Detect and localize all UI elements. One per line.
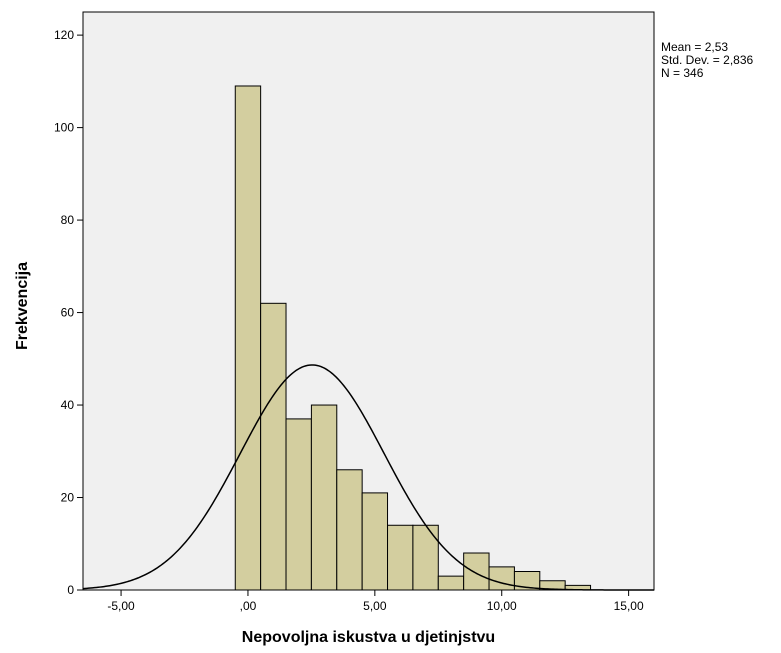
stats-box: Mean = 2,53 Std. Dev. = 2,836 N = 346 (661, 40, 753, 80)
y-tick-label: 40 (61, 398, 75, 412)
histogram-bar (488, 566, 515, 591)
y-axis: 0 20 40 60 80 100 120 (54, 28, 83, 597)
histogram-bar (310, 404, 338, 591)
y-tick-label: 120 (54, 28, 74, 42)
x-tick-label: -5,00 (107, 599, 135, 613)
y-tick-label: 20 (61, 491, 75, 505)
histogram-bar (412, 524, 439, 591)
stats-std-dev: Std. Dev. = 2,836 (661, 53, 753, 67)
x-tick-label: 5,00 (363, 599, 387, 613)
y-tick-label: 0 (67, 583, 74, 597)
x-tick-label: 15,00 (614, 599, 644, 613)
y-tick-label: 60 (61, 306, 75, 320)
y-axis-title: Frekvencija (14, 262, 31, 350)
x-tick-label: ,00 (240, 599, 257, 613)
y-tick-label: 100 (54, 121, 74, 135)
normal-curve (82, 364, 654, 591)
histogram-bar (234, 85, 262, 591)
stats-mean: Mean = 2,53 (661, 40, 728, 54)
histogram-bar (336, 469, 363, 591)
histogram-bar (260, 302, 287, 591)
plot-frame (82, 11, 655, 591)
x-axis-title: Nepovoljna iskustva u djetinjstvu (242, 629, 495, 646)
histogram-bar (463, 552, 490, 591)
x-tick-label: 10,00 (487, 599, 517, 613)
histogram-bar (387, 524, 414, 591)
y-tick-label: 80 (61, 213, 75, 227)
histogram-bars (234, 85, 592, 591)
histogram-bar (437, 575, 465, 591)
histogram-bar (361, 492, 389, 591)
stats-n: N = 346 (661, 66, 704, 80)
histogram-bar (285, 418, 312, 591)
x-axis: -5,00 ,00 5,00 10,00 15,00 (107, 590, 644, 613)
